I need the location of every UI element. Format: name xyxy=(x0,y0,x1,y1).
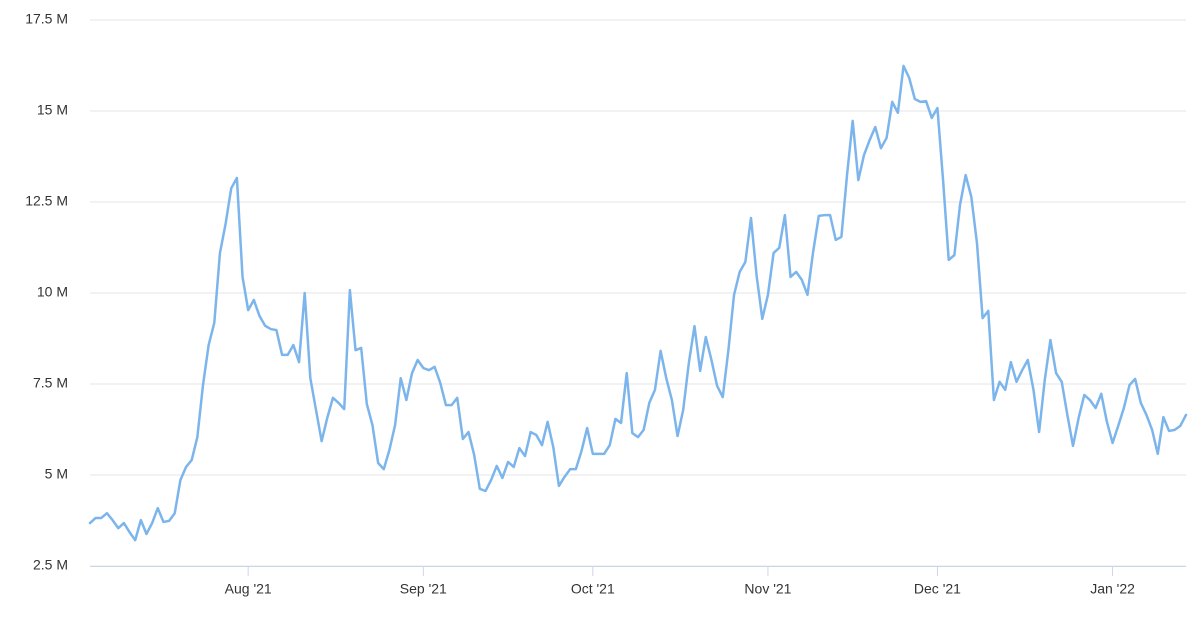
x-tick-label: Aug '21 xyxy=(225,581,272,597)
y-tick-label: 12.5 M xyxy=(25,193,68,209)
x-tick-label: Nov '21 xyxy=(744,581,791,597)
y-tick-label: 2.5 M xyxy=(33,557,68,573)
x-tick-label: Sep '21 xyxy=(400,581,447,597)
y-tick-label: 5 M xyxy=(45,466,68,482)
x-tick-label: Oct '21 xyxy=(571,581,615,597)
line xyxy=(88,64,1188,542)
y-tick-label: 10 M xyxy=(37,284,68,300)
x-tick-label: Dec '21 xyxy=(914,581,961,597)
y-tick-label: 15 M xyxy=(37,102,68,118)
y-tick-label: 7.5 M xyxy=(33,375,68,391)
y-tick-label: 17.5 M xyxy=(25,11,68,27)
x-tick-label: Jan '22 xyxy=(1090,581,1135,597)
